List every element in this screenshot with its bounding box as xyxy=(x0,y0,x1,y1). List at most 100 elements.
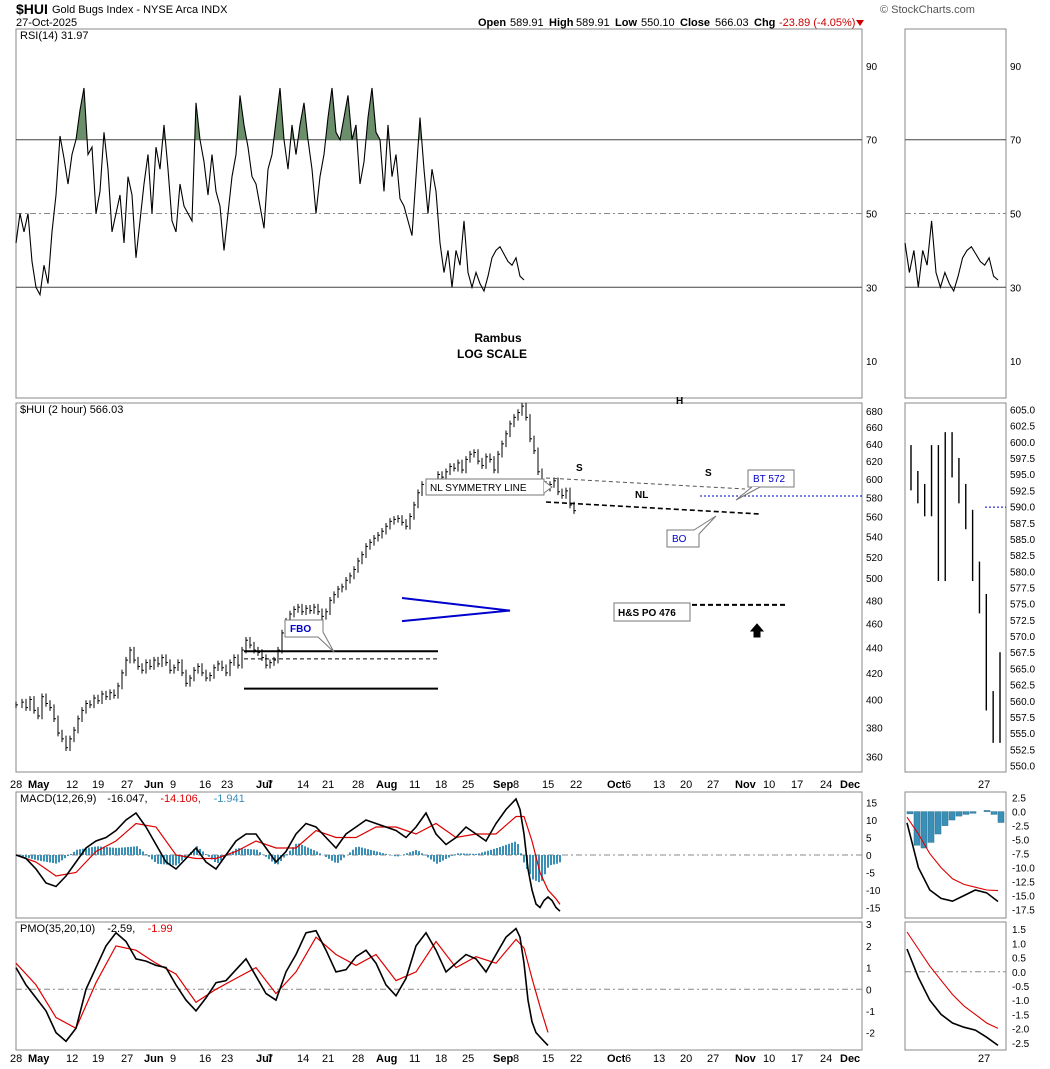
macd-histogram-bar xyxy=(151,855,153,860)
pmo-legend-value: -1.99 xyxy=(148,923,173,935)
x-axis-lower-right-label: 27 xyxy=(978,1053,990,1065)
x-axis-upper-label: 21 xyxy=(322,779,334,791)
price-right-tick: 587.5 xyxy=(1010,519,1035,530)
macd-right-histogram-bar xyxy=(962,811,970,815)
rsi-overbought-fill xyxy=(325,88,340,140)
x-axis-lower-label: Nov xyxy=(735,1053,757,1065)
price-right-tick: 580.0 xyxy=(1010,567,1035,578)
macd-histogram-bar xyxy=(409,852,411,855)
x-axis-lower-label: 13 xyxy=(653,1053,665,1065)
price-tick: 440 xyxy=(866,644,883,655)
macd-histogram-bar xyxy=(244,848,246,855)
x-axis-upper-label: 15 xyxy=(542,779,554,791)
macd-histogram-bar xyxy=(508,843,510,855)
nl-label: NL xyxy=(635,490,648,501)
rambus-label: Rambus xyxy=(474,331,522,345)
x-axis-upper-label: 12 xyxy=(66,779,78,791)
macd-histogram-bar xyxy=(385,853,387,855)
macd-histogram-bar xyxy=(271,855,273,862)
macd-histogram-bar xyxy=(49,855,51,863)
macd-histogram-bar xyxy=(427,855,429,858)
macd-histogram-bar xyxy=(52,855,54,864)
macd-histogram-bar xyxy=(157,855,159,864)
price-right-panel-frame xyxy=(904,402,1007,773)
x-axis-lower-label: Jul xyxy=(256,1053,272,1065)
macd-histogram-bar xyxy=(532,855,534,880)
up-arrow-icon xyxy=(749,623,765,638)
x-axis-upper-label: 13 xyxy=(653,779,665,791)
x-axis-upper-label: 28 xyxy=(10,779,22,791)
pmo-right-tick: -1.0 xyxy=(1012,996,1030,1007)
chart-annotations: Rambus LOG SCALE NL SYMMETRY LINE NL S H… xyxy=(284,331,795,653)
macd-histogram-bar xyxy=(454,854,456,855)
macd-histogram-bar xyxy=(412,851,414,855)
rsi-overbought-fill xyxy=(366,88,380,140)
x-axis-lower-label: 18 xyxy=(435,1053,447,1065)
macd-histogram-bar xyxy=(475,853,477,855)
rsi-overbought-fill xyxy=(298,102,308,140)
macd-histogram-bar xyxy=(448,855,450,858)
macd-histogram-bar xyxy=(142,851,144,855)
triangle-pattern xyxy=(401,597,511,623)
price-right-tick: 570.0 xyxy=(1010,632,1035,643)
macd-right-tick: -15.0 xyxy=(1012,892,1035,903)
price-tick: 640 xyxy=(866,440,883,451)
price-right-tick: 585.0 xyxy=(1010,535,1035,546)
x-axis-upper-label: 18 xyxy=(435,779,447,791)
macd-right-signal-line xyxy=(906,816,999,892)
macd-right-histogram-bar xyxy=(948,811,956,821)
price-tick: 620 xyxy=(866,457,883,468)
macd-right-tick: -12.5 xyxy=(1012,878,1035,889)
x-axis-upper-label: May xyxy=(28,779,50,791)
x-axis-lower-label: 12 xyxy=(66,1053,78,1065)
macd-histogram-bar xyxy=(469,853,471,855)
macd-histogram-bar xyxy=(301,844,303,855)
price-right-tick: 582.5 xyxy=(1010,551,1035,562)
macd-histogram-bar xyxy=(145,854,147,855)
x-axis-lower-label: 17 xyxy=(791,1053,803,1065)
macd-histogram-bar xyxy=(430,855,432,860)
macd-histogram-bar xyxy=(94,846,96,855)
open-value: 589.91 xyxy=(510,17,544,29)
open-label: Open xyxy=(478,17,506,29)
macd-histogram-bar xyxy=(88,847,90,855)
macd-histogram-bar xyxy=(178,855,180,864)
stockcharts-credit: © StockCharts.com xyxy=(880,4,975,16)
macd-histogram-bar xyxy=(127,847,129,855)
macd-histogram-bar xyxy=(547,855,549,868)
macd-histogram-bar xyxy=(535,855,537,881)
macd-histogram-bar xyxy=(121,847,123,855)
macd-right-histogram-bar xyxy=(990,811,998,815)
macd-right-tick: -5.0 xyxy=(1012,836,1030,847)
price-tick: 420 xyxy=(866,669,883,680)
macd-histogram-bar xyxy=(160,855,162,865)
x-axis-lower-label: Dec xyxy=(840,1053,860,1065)
x-axis-lower-label: Aug xyxy=(376,1053,397,1065)
macd-histogram-bar xyxy=(205,854,207,855)
price-right-tick: 595.0 xyxy=(1010,470,1035,481)
x-axis-lower-label: May xyxy=(28,1053,50,1065)
pmo-right-tick: -1.5 xyxy=(1012,1010,1030,1021)
rsi-overbought-fill xyxy=(273,88,284,140)
x-axis-lower-label: 21 xyxy=(322,1053,334,1065)
price-right-tick: 602.5 xyxy=(1010,422,1035,433)
macd-histogram-bar xyxy=(514,841,516,855)
pmo-tick: 0 xyxy=(866,985,872,996)
x-axis-upper-label: 23 xyxy=(221,779,233,791)
pmo-legend-label: PMO(35,20,10) xyxy=(20,923,95,935)
x-axis-lower-label: 27 xyxy=(121,1053,133,1065)
macd-histogram-bar xyxy=(61,855,63,861)
macd-legend-value: -1.941 xyxy=(214,793,245,805)
bt-pointer xyxy=(735,486,761,501)
price-tick: 400 xyxy=(866,695,883,706)
x-axis-lower-label: 25 xyxy=(462,1053,474,1065)
nl-symmetry-label: NL SYMMETRY LINE xyxy=(430,483,527,494)
bt-label: BT 572 xyxy=(753,474,785,485)
macd-histogram-bar xyxy=(523,855,525,863)
x-axis-upper-label: Jun xyxy=(144,779,164,791)
macd-histogram-bar xyxy=(259,852,261,855)
macd-right-histogram-bar xyxy=(955,811,963,817)
macd-histogram-bar xyxy=(262,854,264,855)
